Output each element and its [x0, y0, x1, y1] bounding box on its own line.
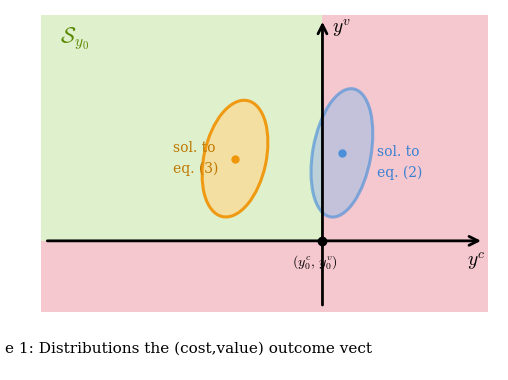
Text: e 1: Distributions the (cost,value) outcome vect: e 1: Distributions the (cost,value) outc…	[5, 342, 372, 356]
Ellipse shape	[202, 100, 268, 217]
Ellipse shape	[311, 89, 373, 217]
Text: $y^v$: $y^v$	[332, 17, 352, 39]
Text: $\mathcal{S}_{y_0}$: $\mathcal{S}_{y_0}$	[60, 25, 89, 52]
Polygon shape	[323, 15, 488, 241]
Text: $(y_0^c,\, y_0^v)$: $(y_0^c,\, y_0^v)$	[292, 254, 337, 272]
Polygon shape	[41, 15, 323, 241]
Text: $y^c$: $y^c$	[467, 250, 486, 272]
Text: sol. to
eq. (3): sol. to eq. (3)	[173, 141, 218, 176]
Polygon shape	[41, 241, 488, 312]
Text: sol. to
eq. (2): sol. to eq. (2)	[377, 145, 422, 180]
